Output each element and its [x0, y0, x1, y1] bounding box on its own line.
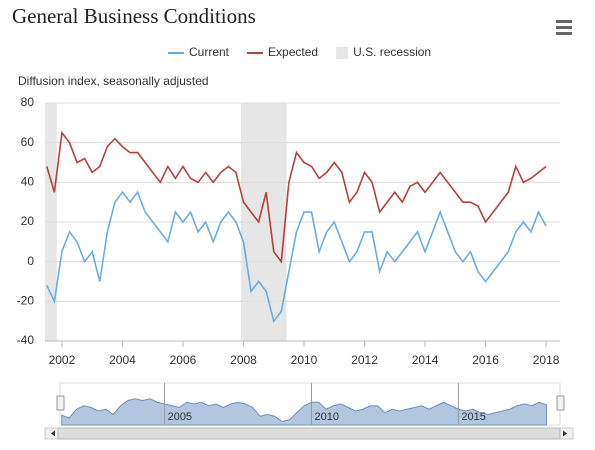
series-line	[46, 190, 547, 323]
chart-title: General Business Conditions	[12, 4, 256, 28]
y-tick-label: 40	[21, 175, 35, 189]
navigator-area	[61, 398, 547, 426]
x-tick-label: 2006	[170, 353, 197, 367]
x-tick-label: 2018	[533, 353, 560, 367]
menu-button[interactable]	[556, 20, 572, 35]
y-tick-label: 80	[21, 95, 35, 109]
x-tick-label: 2004	[109, 353, 136, 367]
menu-bar[interactable]	[556, 26, 572, 29]
x-tick-label: 2014	[412, 353, 439, 367]
subtitle: Diffusion index, seasonally adjusted	[18, 74, 209, 88]
x-tick-label: 2012	[351, 353, 378, 367]
navigator-handle[interactable]	[556, 395, 565, 411]
navigator-label: 2015	[461, 411, 485, 423]
navigator-label: 2010	[314, 411, 338, 423]
y-tick-label: -40	[17, 333, 35, 347]
x-tick-label: 2002	[49, 353, 76, 367]
scroll-left[interactable]	[51, 430, 55, 437]
x-tick-label: 2010	[291, 353, 318, 367]
x-tick-label: 2008	[230, 353, 257, 367]
navigator-handle[interactable]	[56, 395, 65, 411]
y-tick-label: 60	[21, 135, 35, 149]
series-line	[46, 130, 547, 264]
y-tick-label: 20	[21, 214, 35, 228]
legend-symbol	[336, 47, 349, 59]
scrollbar-thumb[interactable]	[57, 427, 561, 440]
menu-bar[interactable]	[556, 32, 572, 35]
legend-label: Current	[189, 45, 230, 59]
y-tick-label: -20	[17, 294, 35, 308]
legend-label: U.S. recession	[353, 45, 431, 59]
scroll-right[interactable]	[563, 430, 567, 437]
y-tick-label: 0	[27, 254, 34, 268]
x-tick-label: 2016	[472, 353, 499, 367]
legend-label: Expected	[268, 45, 318, 59]
navigator-label: 2005	[168, 411, 192, 423]
menu-bar[interactable]	[556, 20, 572, 23]
